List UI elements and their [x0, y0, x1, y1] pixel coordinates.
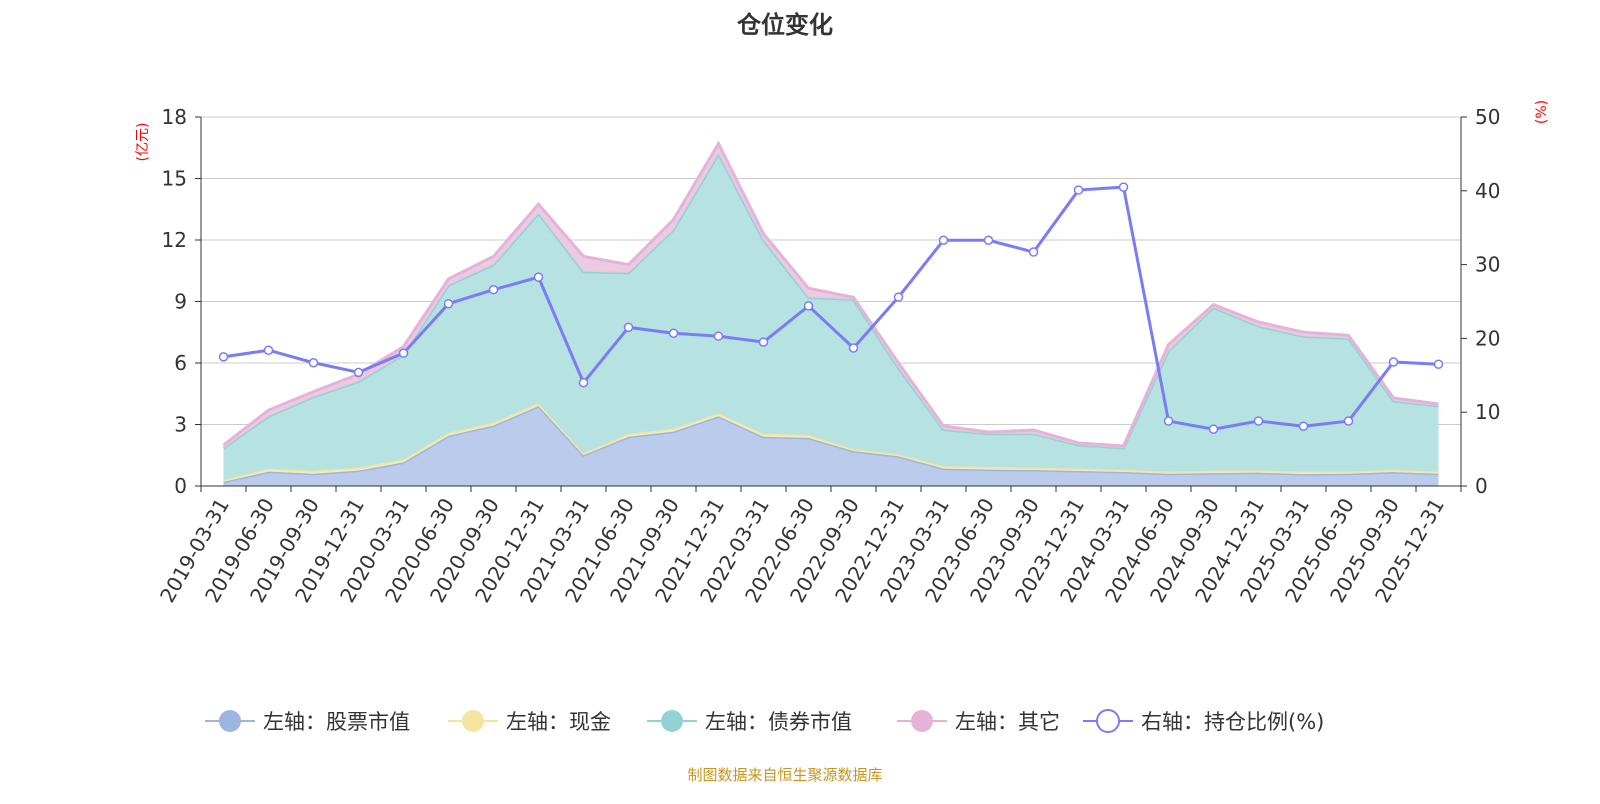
ratio-point — [668, 328, 679, 338]
ratio-point — [1343, 416, 1354, 426]
right-axis-tick-label: 20 — [1475, 326, 1500, 350]
legend-label-0: 左轴：股票市值 — [263, 710, 410, 734]
ratio-point — [308, 358, 319, 368]
right-axis-tick-label: 10 — [1475, 400, 1500, 424]
ratio-point — [578, 377, 589, 388]
ratio-point — [533, 272, 544, 282]
right-axis-tick-label: 30 — [1475, 253, 1500, 277]
ratio-point — [1118, 182, 1129, 192]
ratio-point — [218, 352, 229, 362]
area-line-3 — [222, 140, 1439, 448]
legend-marker-4 — [1096, 709, 1120, 733]
ratio-point — [623, 322, 634, 333]
ratio-point — [713, 331, 724, 341]
footer-source: 制图数据来自恒生聚源数据库 — [687, 766, 882, 784]
legend-marker-2 — [661, 710, 683, 732]
area-3 — [223, 143, 1439, 449]
right-axis-label: (%) — [1534, 100, 1550, 124]
left-axis-tick-label: 3 — [174, 413, 187, 437]
ratio-point — [938, 235, 949, 245]
legend-marker-1 — [462, 710, 484, 732]
ratio-point — [263, 345, 274, 355]
ratio-line — [223, 185, 1439, 431]
area-2 — [223, 153, 1439, 480]
ratio-point — [893, 292, 904, 302]
left-axis-tick-label: 9 — [174, 290, 187, 314]
ratio-point — [803, 301, 814, 311]
left-axis-tick-label: 0 — [174, 474, 187, 498]
ratio-point — [848, 343, 859, 353]
ratio-point — [1208, 424, 1219, 434]
right-axis-tick-label: 0 — [1475, 474, 1488, 498]
ratio-point — [758, 337, 769, 347]
ratio-point — [488, 284, 499, 295]
ratio-point — [353, 367, 364, 378]
ratio-point — [1253, 416, 1264, 426]
ratio-point — [1298, 421, 1309, 431]
left-axis-tick-label: 12 — [162, 228, 187, 252]
left-axis-label: (亿元) — [135, 123, 151, 162]
ratio-point — [1073, 185, 1084, 195]
legend-label-1: 左轴：现金 — [506, 710, 611, 734]
legend-label-4: 右轴：持仓比例(%) — [1141, 710, 1324, 734]
left-axis-tick-label: 15 — [162, 167, 187, 191]
legend-label-2: 左轴：债券市值 — [705, 710, 852, 734]
left-axis-tick-label: 6 — [174, 351, 187, 375]
ratio-point — [1433, 359, 1444, 369]
chart-title: 仓位变化 — [736, 11, 833, 39]
ratio-point — [1388, 357, 1399, 367]
ratio-point — [443, 298, 454, 309]
ratio-point — [983, 235, 994, 245]
right-axis-tick-label: 50 — [1475, 105, 1500, 129]
ratio-point — [398, 348, 409, 358]
legend-marker-3 — [911, 710, 933, 732]
ratio-point — [1163, 416, 1174, 426]
left-axis-tick-label: 18 — [162, 105, 187, 129]
right-axis-tick-label: 40 — [1475, 179, 1500, 203]
ratio-point — [1028, 247, 1039, 257]
legend-label-3: 左轴：其它 — [955, 710, 1060, 734]
legend-marker-0 — [219, 710, 241, 732]
